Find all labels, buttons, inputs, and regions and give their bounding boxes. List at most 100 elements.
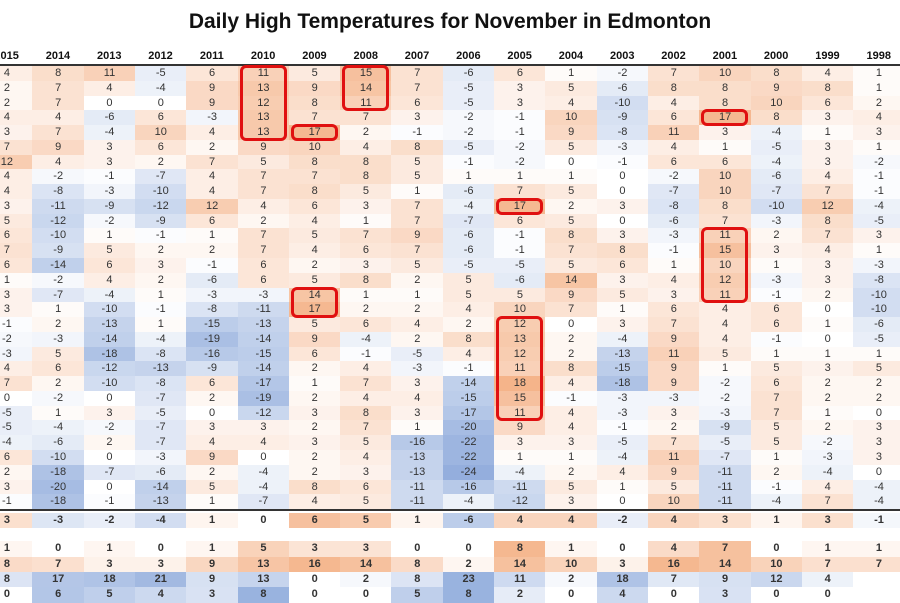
heatmap-cell: -16	[442, 479, 495, 495]
column-header-2003: 2003	[610, 50, 635, 62]
summary-cell: 5	[237, 541, 290, 557]
heatmap-cell: -17	[442, 405, 495, 421]
highlight-box	[701, 109, 749, 127]
heatmap-cell: -6	[83, 110, 136, 126]
heatmap-cell: -6	[442, 184, 495, 200]
heatmap-cell: 2	[545, 331, 598, 348]
heatmap-cell: -4	[853, 494, 900, 510]
heatmap-cell: 2	[288, 258, 341, 274]
heatmap-cell: 7	[750, 405, 803, 421]
heatmap-cell: 8	[801, 213, 854, 229]
heatmap-cell: 3	[801, 361, 854, 377]
heatmap-cell: -8	[596, 125, 649, 141]
heatmap-cell: -1	[442, 361, 495, 377]
highlight-box	[290, 286, 339, 319]
heatmap-cell: -13	[134, 494, 187, 510]
heatmap-cell: -3	[596, 139, 649, 156]
heatmap-cell: 3	[596, 317, 649, 333]
heatmap-cell: 17	[699, 110, 751, 126]
summary-cell: 7	[647, 572, 700, 588]
heatmap-cell: 6	[340, 243, 392, 259]
heatmap-cell: 0	[237, 450, 290, 466]
heatmap-cell: -1	[0, 494, 33, 510]
heatmap-cell: 6	[340, 479, 392, 495]
heatmap-cell: 12	[237, 95, 290, 111]
heatmap-cell: 1	[853, 66, 900, 82]
heatmap-cell: -6	[134, 464, 187, 481]
column-header-2002: 2002	[661, 50, 686, 62]
heatmap-cell: 4	[237, 435, 290, 451]
heatmap-cell: 5	[340, 435, 392, 451]
heatmap-cell: -1	[750, 479, 803, 495]
heatmap-cell: -12	[32, 213, 85, 229]
heatmap-cell: 8	[699, 198, 751, 215]
heatmap-cell: -1	[853, 184, 900, 200]
summary-cell: 0	[750, 541, 803, 557]
heatmap-cell: -1	[442, 154, 495, 170]
heatmap-cell: 7	[494, 184, 546, 200]
heatmap-cell: -3	[0, 346, 33, 362]
heatmap-cell: 4	[340, 139, 392, 156]
heatmap-cell: 4	[442, 302, 495, 318]
heatmap-cell: 6	[186, 376, 238, 392]
average-cell: -4	[134, 513, 187, 528]
heatmap-cell: -4	[750, 125, 803, 141]
heatmap-cell: 1	[699, 139, 751, 156]
heatmap-cell: 1	[134, 317, 187, 333]
heatmap-cell: 4	[391, 390, 444, 407]
heatmap-cell: -5	[853, 331, 900, 348]
heatmap-cell: -1	[596, 420, 649, 436]
heatmap-cell: 9	[186, 80, 238, 97]
heatmap-cell: 5	[750, 420, 803, 436]
summary-cell	[853, 587, 900, 603]
heatmap-cell: 11	[647, 450, 700, 466]
heatmap-cell: -2	[32, 390, 85, 407]
heatmap-cell: 12	[494, 346, 546, 362]
heatmap-cell: 0	[596, 169, 649, 185]
heatmap-cell: 8	[340, 272, 392, 289]
heatmap-cell: -15	[237, 346, 290, 362]
heatmap-cell: 5	[288, 272, 341, 289]
heatmap-cell: 9	[186, 95, 238, 111]
heatmap-cell: 0	[186, 405, 238, 421]
heatmap-cell: -9	[699, 420, 751, 436]
heatmap-cell: 3	[801, 258, 854, 274]
heatmap-cell: -4	[134, 80, 187, 97]
heatmap-cell: -4	[442, 494, 495, 510]
heatmap-cell: 0	[545, 317, 598, 333]
heatmap-cell: 3	[494, 95, 546, 111]
average-cell: -2	[596, 513, 649, 528]
heatmap-cell: 2	[750, 228, 803, 244]
heatmap-cell: 3	[853, 450, 900, 466]
data-end-rule	[0, 509, 900, 512]
heatmap-cell: -6	[32, 435, 85, 451]
heatmap-cell: -15	[442, 390, 495, 407]
heatmap-cell: 9	[647, 331, 700, 348]
heatmap-cell: 4	[288, 494, 341, 510]
heatmap-cell: 7	[545, 243, 598, 259]
heatmap-cell: 3	[186, 420, 238, 436]
heatmap-cell: -1	[0, 317, 33, 333]
average-cell: 1	[186, 513, 238, 528]
heatmap-cell: 7	[391, 213, 444, 229]
heatmap-cell: 6	[237, 258, 290, 274]
summary-cell: 0	[340, 587, 392, 603]
heatmap-cell: 1	[186, 228, 238, 244]
heatmap-cell: -4	[596, 331, 649, 348]
summary-cell: 1	[83, 541, 136, 557]
heatmap-cell: -3	[750, 213, 803, 229]
heatmap-cell: 4	[32, 154, 85, 170]
heatmap-cell: -13	[391, 450, 444, 466]
heatmap-cell: -20	[442, 420, 495, 436]
summary-cell: 3	[699, 587, 751, 603]
heatmap-cell: 9	[391, 228, 444, 244]
heatmap-cell: 7	[237, 184, 290, 200]
heatmap-cell: 2	[288, 361, 341, 377]
heatmap-cell: 10	[288, 139, 341, 156]
heatmap-cell: 7	[186, 154, 238, 170]
heatmap-cell: 3	[237, 420, 290, 436]
heatmap-cell: 1	[442, 169, 495, 185]
heatmap-cell: -4	[0, 435, 33, 451]
heatmap-cell: -4	[596, 450, 649, 466]
heatmap-cell: 1	[391, 184, 444, 200]
